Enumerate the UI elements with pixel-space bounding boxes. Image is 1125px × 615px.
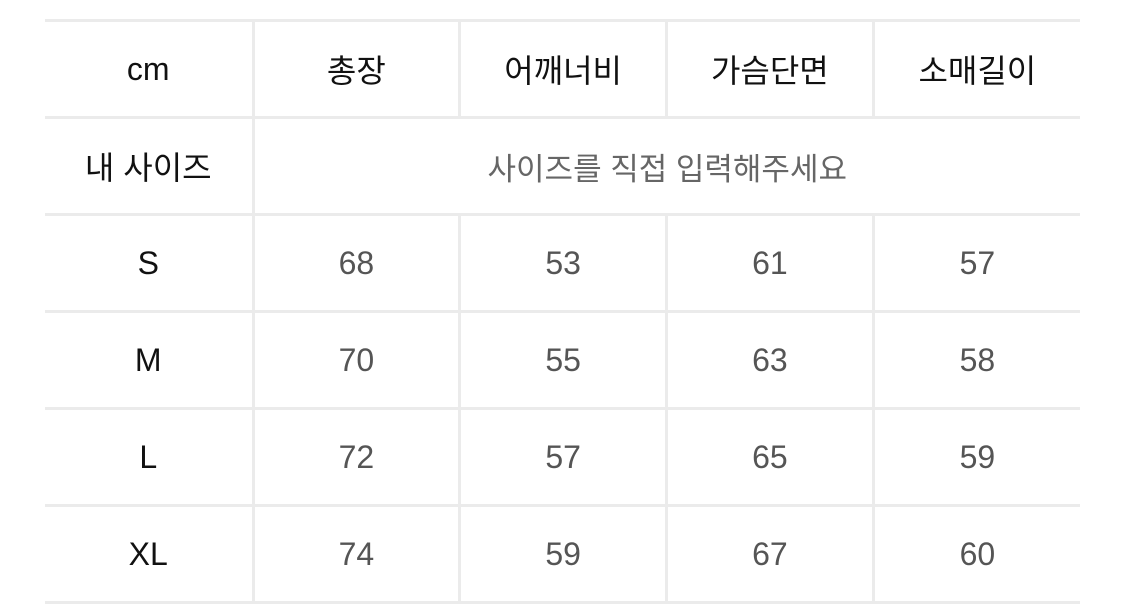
column-header: 총장: [251, 19, 462, 119]
size-label: L: [45, 407, 255, 507]
column-header: 가슴단면: [665, 19, 875, 119]
size-label: S: [45, 213, 255, 313]
table-row: XL 74 59 67 60: [45, 504, 1080, 604]
table-cell: 53: [458, 213, 668, 313]
table-cell: 67: [665, 504, 875, 604]
table-cell: 55: [458, 310, 668, 410]
table-row: S 68 53 61 57: [45, 213, 1080, 313]
size-chart-table: cm 총장 어깨너비 가슴단면 소매길이 내 사이즈 사이즈를 직접 입력해주세…: [45, 19, 1080, 604]
table-cell: 59: [458, 504, 668, 604]
column-header: 어깨너비: [458, 19, 668, 119]
table-cell: 61: [665, 213, 875, 313]
table-cell: 59: [871, 407, 1080, 507]
my-size-label: 내 사이즈: [45, 116, 255, 216]
table-cell: 72: [251, 407, 462, 507]
table-row: L 72 57 65 59: [45, 407, 1080, 507]
size-label: XL: [45, 504, 255, 604]
table-cell: 70: [251, 310, 462, 410]
table-cell: 57: [871, 213, 1080, 313]
my-size-row: 내 사이즈 사이즈를 직접 입력해주세요: [45, 116, 1080, 216]
table-cell: 68: [251, 213, 462, 313]
table-row: M 70 55 63 58: [45, 310, 1080, 410]
column-header: 소매길이: [871, 19, 1080, 119]
my-size-input[interactable]: 사이즈를 직접 입력해주세요: [251, 116, 1080, 216]
table-cell: 65: [665, 407, 875, 507]
unit-header: cm: [45, 19, 255, 119]
header-row: cm 총장 어깨너비 가슴단면 소매길이: [45, 19, 1080, 119]
table-cell: 57: [458, 407, 668, 507]
table-cell: 60: [871, 504, 1080, 604]
table-cell: 58: [871, 310, 1080, 410]
table-cell: 74: [251, 504, 462, 604]
size-label: M: [45, 310, 255, 410]
table-cell: 63: [665, 310, 875, 410]
